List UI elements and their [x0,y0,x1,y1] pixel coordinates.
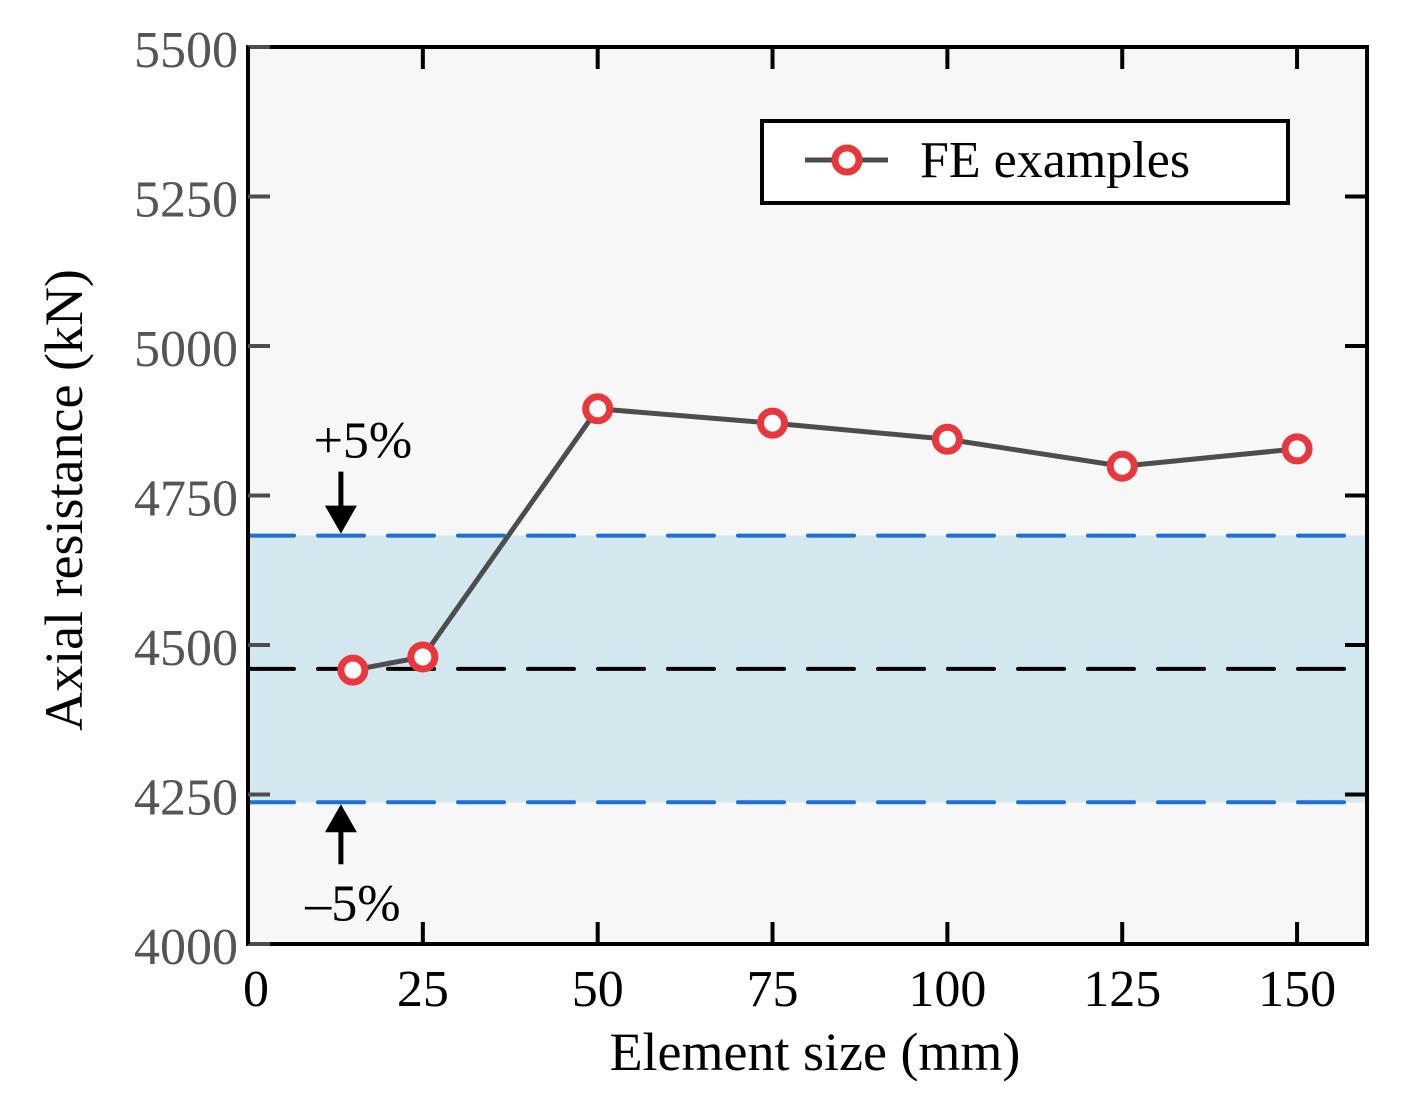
lower-label: –5% [304,875,400,932]
legend-label: FE examples [920,132,1190,189]
data-point [337,654,369,686]
legend: FE examples [760,119,1290,205]
x-tick-label: 100 [908,961,986,1018]
x-tick-label: 25 [397,961,449,1018]
data-point [757,407,789,439]
x-tick-label: 150 [1258,961,1336,1018]
legend-marker [831,144,863,176]
y-tick-label: 4000 [134,919,238,976]
data-point [582,393,614,425]
upper-label: +5% [314,413,413,470]
y-tick-label: 4500 [134,620,238,677]
data-point [1106,450,1138,482]
y-tick-label: 5000 [134,321,238,378]
down-arrow-icon [324,505,357,534]
data-point [931,423,963,455]
data-point [1281,433,1313,465]
up-arrow-icon [324,804,357,833]
y-tick-label: 5250 [134,172,238,229]
x-tick-label: 125 [1083,961,1161,1018]
y-axis-label: Axial resistance (kN) [34,269,94,731]
y-tick-label: 5500 [134,22,238,79]
data-point [407,641,439,673]
x-axis-label: Element size (mm) [610,1022,1021,1082]
x-tick-label: 0 [243,961,269,1018]
x-tick-label: 50 [572,961,624,1018]
y-tick-label: 4750 [134,471,238,528]
x-tick-label: 75 [747,961,799,1018]
y-tick-label: 4250 [134,770,238,827]
